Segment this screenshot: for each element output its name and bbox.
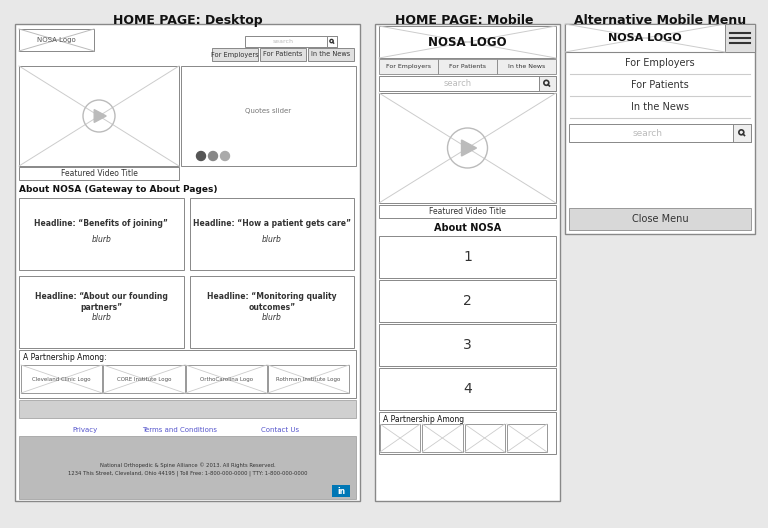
Bar xyxy=(379,324,556,366)
Text: Headline: “Monitoring quality
outcomes”: Headline: “Monitoring quality outcomes” xyxy=(207,293,336,312)
Text: NOSA Logo: NOSA Logo xyxy=(37,37,75,43)
Text: blurb: blurb xyxy=(91,235,111,244)
Text: in: in xyxy=(337,486,345,495)
Text: Terms and Conditions: Terms and Conditions xyxy=(143,427,217,433)
Text: 4: 4 xyxy=(463,382,472,396)
Text: Featured Video Title: Featured Video Title xyxy=(429,207,506,216)
Bar xyxy=(569,208,751,230)
Bar xyxy=(245,36,337,47)
Text: Contact Us: Contact Us xyxy=(261,427,299,433)
Bar xyxy=(725,24,755,52)
Text: A Partnership Among:: A Partnership Among: xyxy=(23,354,107,363)
Bar xyxy=(190,276,354,348)
Bar xyxy=(565,24,755,234)
Text: Featured Video Title: Featured Video Title xyxy=(61,169,137,178)
Text: 1: 1 xyxy=(463,250,472,264)
Text: For Patients: For Patients xyxy=(449,64,486,69)
Text: blurb: blurb xyxy=(262,235,282,244)
Text: search: search xyxy=(273,39,293,44)
Text: Privacy: Privacy xyxy=(72,427,98,433)
Bar xyxy=(260,48,306,61)
Bar xyxy=(379,59,438,74)
Bar xyxy=(186,365,266,393)
Bar xyxy=(332,485,350,497)
Bar xyxy=(181,66,356,166)
Text: Headline: “About our founding
partners”: Headline: “About our founding partners” xyxy=(35,293,167,312)
Text: HOME PAGE: Desktop: HOME PAGE: Desktop xyxy=(113,14,263,27)
Bar xyxy=(21,365,102,393)
Bar xyxy=(379,236,556,278)
Text: About NOSA: About NOSA xyxy=(434,223,502,233)
Text: For Employers: For Employers xyxy=(211,52,259,58)
Bar xyxy=(103,365,184,393)
Text: Quotes slider: Quotes slider xyxy=(246,108,292,114)
Text: NOSA LOGO: NOSA LOGO xyxy=(608,33,682,43)
Bar xyxy=(327,36,337,47)
Bar xyxy=(438,59,497,74)
Bar xyxy=(422,424,462,452)
Bar xyxy=(565,24,755,52)
Text: In the News: In the News xyxy=(631,102,689,112)
Text: 3: 3 xyxy=(463,338,472,352)
Text: NOSA LOGO: NOSA LOGO xyxy=(429,35,507,49)
Bar xyxy=(569,124,751,142)
Text: Close Menu: Close Menu xyxy=(632,214,688,224)
Bar xyxy=(465,424,505,452)
Text: Headline: “How a patient gets care”: Headline: “How a patient gets care” xyxy=(193,220,351,229)
Text: In the News: In the News xyxy=(311,52,351,58)
Text: 2: 2 xyxy=(463,294,472,308)
Bar xyxy=(19,167,179,180)
Text: blurb: blurb xyxy=(262,314,282,323)
Text: blurb: blurb xyxy=(91,314,111,323)
Polygon shape xyxy=(462,140,476,156)
Text: 1234 This Street, Cleveland, Ohio 44195 | Toll Free: 1-800-000-0000 | TTY: 1-800: 1234 This Street, Cleveland, Ohio 44195 … xyxy=(68,471,307,476)
Text: search: search xyxy=(633,128,663,137)
Text: About NOSA (Gateway to About Pages): About NOSA (Gateway to About Pages) xyxy=(19,185,217,194)
Bar xyxy=(19,66,179,166)
Text: Cleveland Clinic Logo: Cleveland Clinic Logo xyxy=(32,376,91,382)
Bar xyxy=(15,24,360,501)
Text: OrthoCarolina Logo: OrthoCarolina Logo xyxy=(200,376,253,382)
Bar xyxy=(19,198,184,270)
Text: search: search xyxy=(443,79,472,88)
Text: National Orthopedic & Spine Alliance © 2013. All Rights Reserved.: National Orthopedic & Spine Alliance © 2… xyxy=(100,463,275,468)
Bar xyxy=(379,76,556,91)
Text: Rothman Institute Logo: Rothman Institute Logo xyxy=(276,376,340,382)
Bar xyxy=(497,59,556,74)
Bar xyxy=(19,276,184,348)
Bar xyxy=(539,76,556,91)
Bar xyxy=(19,350,356,398)
Bar xyxy=(379,93,556,203)
Bar xyxy=(375,24,560,501)
Bar xyxy=(19,436,356,499)
Text: CORE Institute Logo: CORE Institute Logo xyxy=(117,376,171,382)
Text: For Patients: For Patients xyxy=(263,52,303,58)
Bar xyxy=(733,124,751,142)
Text: HOME PAGE: Mobile: HOME PAGE: Mobile xyxy=(395,14,533,27)
Bar xyxy=(268,365,349,393)
Bar xyxy=(19,29,94,51)
Text: For Employers: For Employers xyxy=(625,58,695,68)
Bar xyxy=(379,26,556,58)
Text: In the News: In the News xyxy=(508,64,545,69)
Bar xyxy=(380,424,420,452)
Bar xyxy=(212,48,258,61)
Text: A Partnership Among: A Partnership Among xyxy=(383,416,464,425)
Polygon shape xyxy=(94,110,106,122)
Bar xyxy=(190,198,354,270)
Bar xyxy=(19,400,356,418)
Circle shape xyxy=(208,152,217,161)
Circle shape xyxy=(197,152,206,161)
Bar xyxy=(379,205,556,218)
Bar xyxy=(507,424,547,452)
Bar xyxy=(379,412,556,454)
Bar xyxy=(379,280,556,322)
Text: For Patients: For Patients xyxy=(631,80,689,90)
Text: Headline: “Benefits of joining”: Headline: “Benefits of joining” xyxy=(35,220,168,229)
Text: Alternative Mobile Menu: Alternative Mobile Menu xyxy=(574,14,746,27)
Text: For Employers: For Employers xyxy=(386,64,431,69)
Bar xyxy=(379,368,556,410)
Bar xyxy=(308,48,354,61)
Circle shape xyxy=(220,152,230,161)
